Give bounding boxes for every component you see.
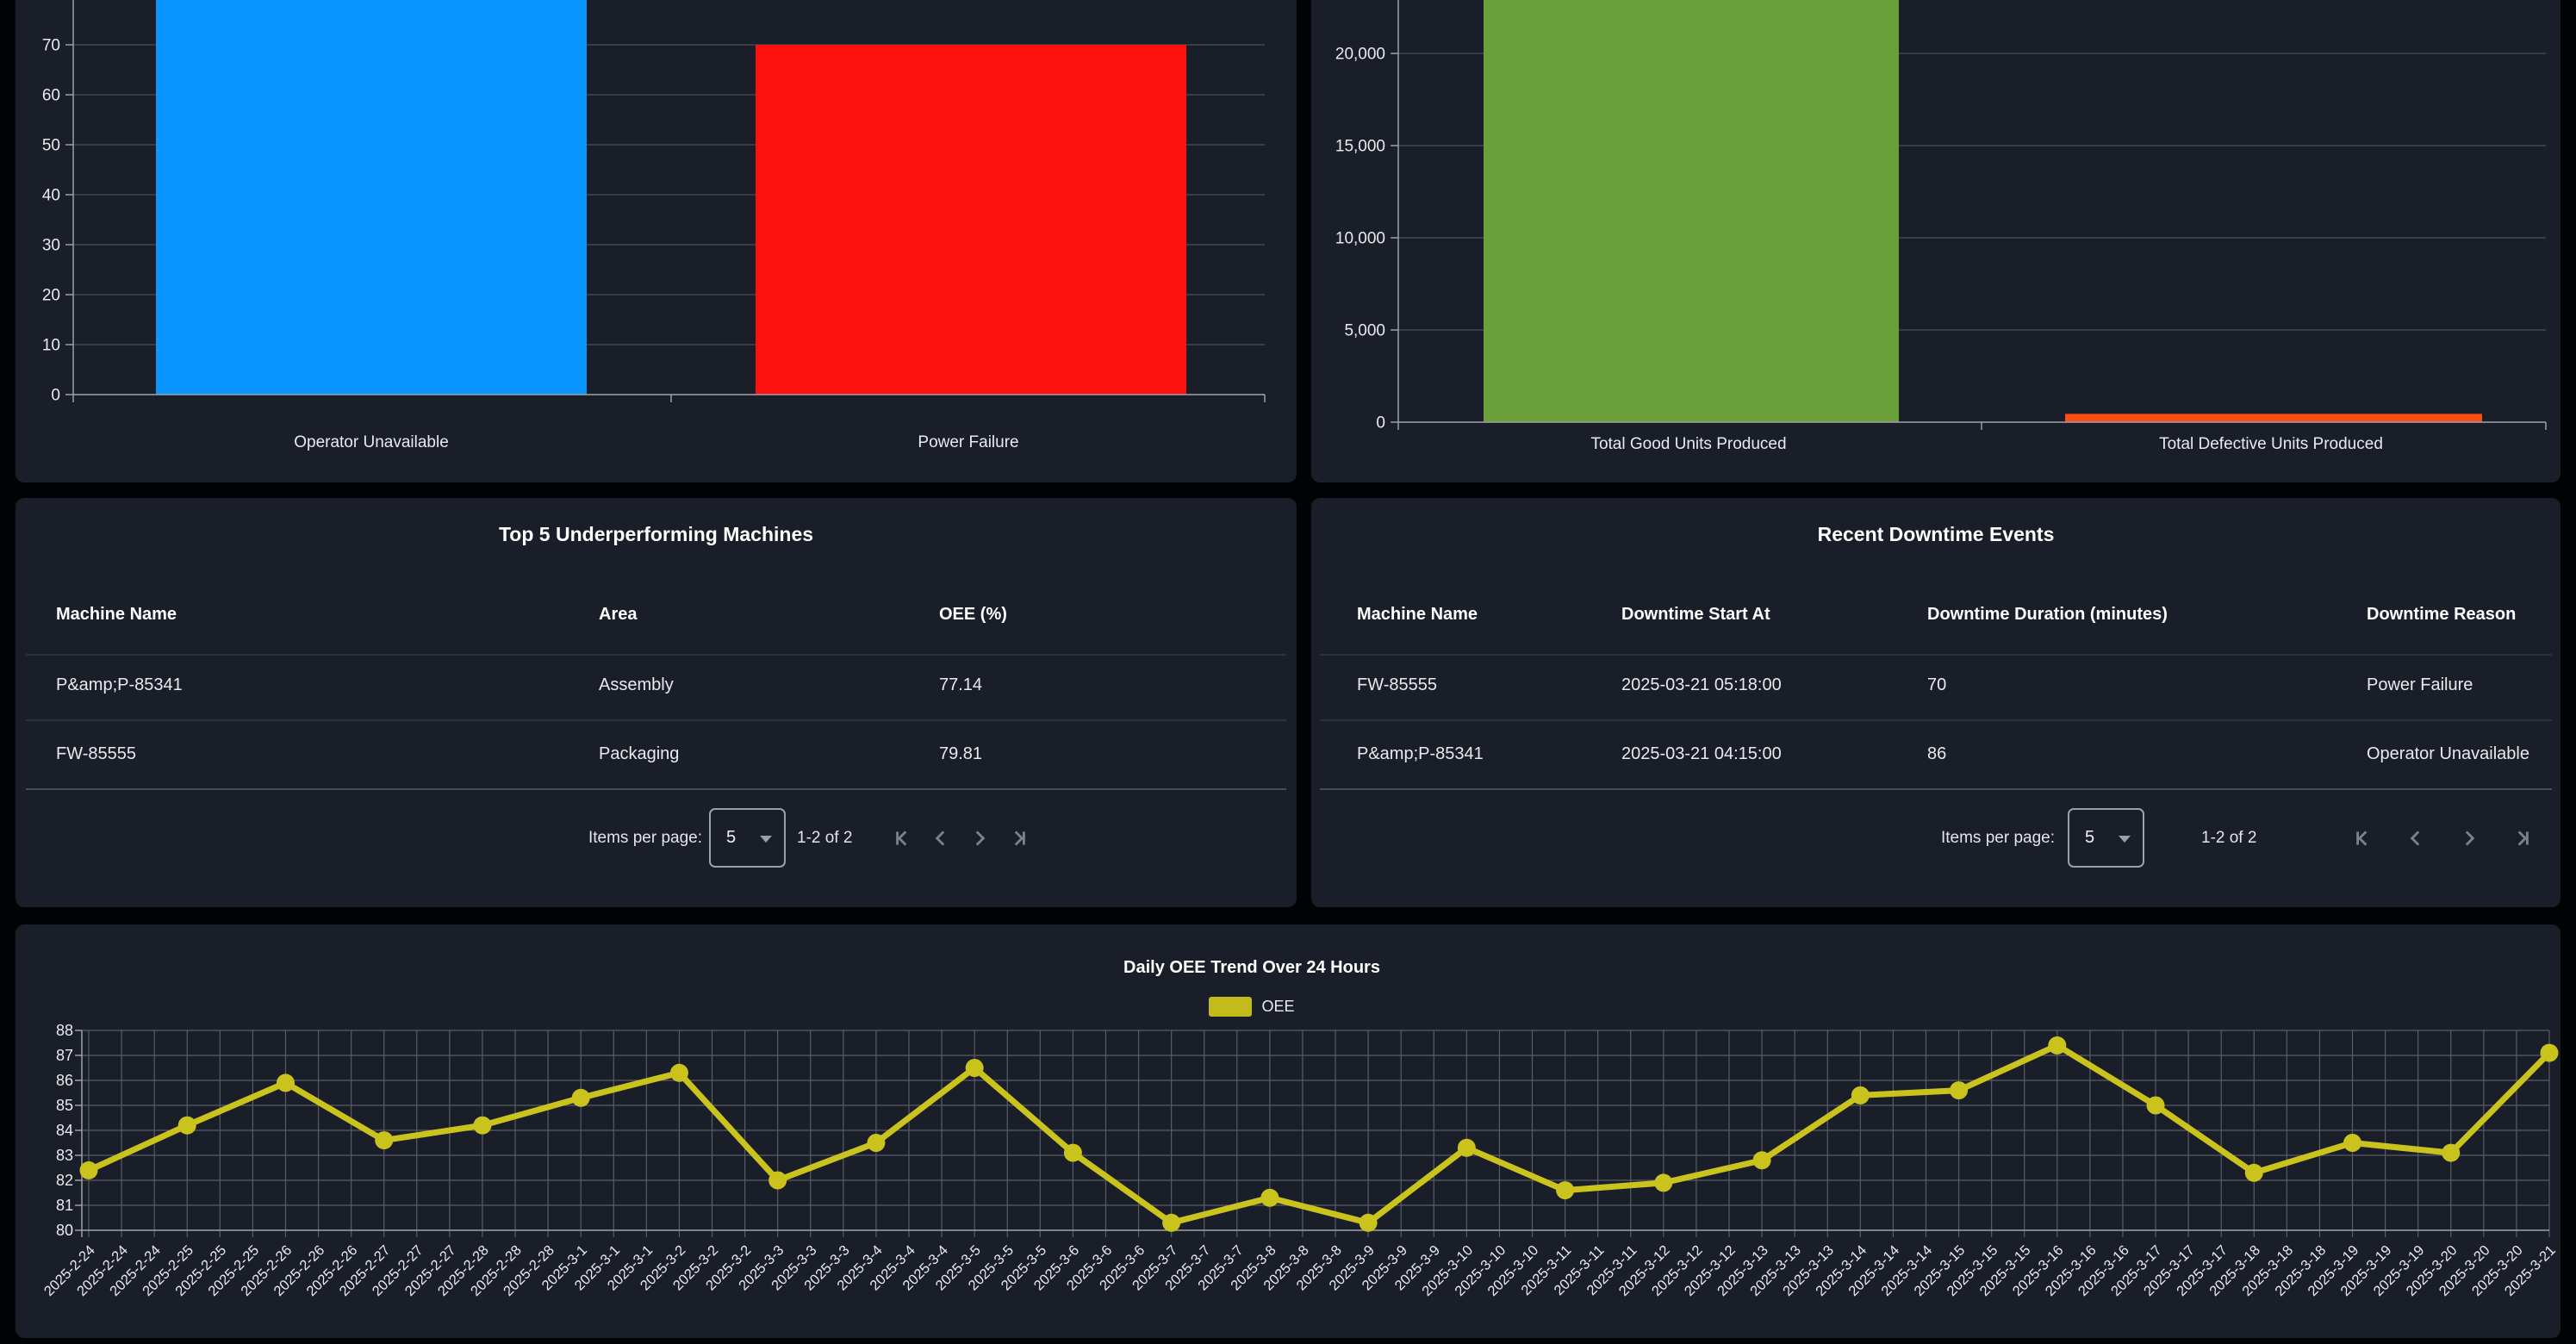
daily-oee-trend-line-chart: 2025-2-242025-2-242025-2-242025-2-252025…	[41, 1022, 2559, 1299]
svg-text:10: 10	[42, 337, 60, 355]
chevron-down-icon	[760, 835, 772, 843]
paginator-range-label: 1-2 of 2	[2201, 829, 2257, 847]
table-cell: P&amp;P-85341	[1357, 744, 1484, 763]
svg-text:20,000: 20,000	[1335, 46, 1385, 64]
table-cell: 70	[1927, 675, 1947, 694]
previous-page-icon[interactable]	[2405, 827, 2427, 849]
row-divider	[26, 654, 1286, 656]
svg-text:Total Defective Units Produced: Total Defective Units Produced	[2159, 435, 2383, 453]
first-page-icon[interactable]	[2351, 827, 2374, 849]
chevron-down-icon	[2119, 835, 2131, 843]
column-header-area: Area	[599, 605, 638, 624]
svg-text:40: 40	[42, 187, 60, 205]
items-per-page-label: Items per page:	[588, 829, 702, 847]
table-cell: 86	[1927, 744, 1947, 763]
table-bottom-divider	[1320, 788, 2552, 790]
svg-text:Power Failure: Power Failure	[918, 433, 1018, 451]
svg-text:15,000: 15,000	[1335, 138, 1385, 156]
column-header-downtime-start: Downtime Start At	[1621, 605, 1770, 624]
page-size-select[interactable]: 5	[2068, 808, 2144, 868]
table-title: Top 5 Underperforming Machines	[498, 523, 814, 545]
next-page-icon[interactable]	[2458, 827, 2480, 849]
column-header-machine-name: Machine Name	[1357, 605, 1478, 624]
svg-text:Total Good Units Produced: Total Good Units Produced	[1590, 435, 1786, 453]
last-page-icon[interactable]	[2511, 827, 2534, 849]
svg-text:0: 0	[1376, 414, 1385, 432]
svg-text:50: 50	[42, 137, 60, 155]
table-cell: 2025-03-21 04:15:00	[1621, 744, 1782, 763]
svg-text:81: 81	[56, 1197, 73, 1214]
column-header-machine-name: Machine Name	[56, 605, 177, 624]
units-produced-bar-chart: 0 5,000 10,000 15,000 20,000 Total Good Units…	[1335, 0, 2547, 453]
table-cell: 2025-03-21 05:18:00	[1621, 675, 1782, 694]
row-divider	[1320, 654, 2552, 656]
svg-text:82: 82	[56, 1172, 73, 1189]
svg-text:5,000: 5,000	[1344, 322, 1385, 340]
column-header-downtime-reason: Downtime Reason	[2367, 605, 2517, 624]
svg-text:87: 87	[56, 1047, 73, 1064]
table-cell: Packaging	[599, 744, 680, 763]
next-page-icon[interactable]	[968, 827, 991, 849]
svg-text:Operator Unavailable: Operator Unavailable	[294, 433, 449, 451]
items-per-page-label: Items per page:	[1940, 829, 2055, 847]
svg-text:83: 83	[56, 1147, 73, 1164]
table-cell: P&amp;P-85341	[56, 675, 183, 694]
table-cell: FW-85555	[1357, 675, 1438, 694]
row-divider	[26, 719, 1286, 721]
oee-legend-swatch	[1209, 997, 1253, 1017]
card-top5-underperforming-machines: Top 5 Underperforming Machines Machine N…	[16, 498, 1297, 907]
oee-legend-label: OEE	[1261, 998, 1295, 1015]
svg-text:80: 80	[56, 1222, 73, 1239]
svg-text:70: 70	[42, 37, 60, 55]
svg-text:60: 60	[42, 87, 60, 105]
svg-text:85: 85	[56, 1097, 73, 1114]
page-size-value: 5	[726, 828, 737, 847]
table-cell: 79.81	[939, 744, 983, 763]
svg-text:30: 30	[42, 237, 60, 255]
page-size-select[interactable]: 5	[709, 808, 786, 868]
paginator-range-label: 1-2 of 2	[797, 829, 853, 847]
card-recent-downtime-events: Recent Downtime Events Machine Name Down…	[1311, 498, 2560, 907]
chart-legend: OEE	[16, 997, 2488, 1017]
line-chart-title: Daily OEE Trend Over 24 Hours	[1123, 958, 1380, 977]
table-cell: Power Failure	[2367, 675, 2473, 694]
first-page-icon[interactable]	[891, 827, 913, 849]
row-divider	[1320, 719, 2552, 721]
svg-text:20: 20	[42, 287, 60, 305]
table-title: Recent Downtime Events	[1817, 523, 2055, 545]
column-header-oee: OEE (%)	[939, 605, 1007, 624]
svg-text:84: 84	[56, 1122, 73, 1139]
last-page-icon[interactable]	[1008, 827, 1030, 849]
previous-page-icon[interactable]	[930, 827, 952, 849]
table-cell: 77.14	[939, 675, 983, 694]
downtime-by-reason-bar-chart: 0 10 20 30 40 50 60 70 Operator Unavailable Power…	[42, 0, 1266, 451]
table-cell: FW-85555	[56, 744, 137, 763]
table-bottom-divider	[26, 788, 1286, 790]
svg-text:0: 0	[51, 387, 60, 405]
table-cell: Operator Unavailable	[2367, 744, 2529, 763]
svg-text:10,000: 10,000	[1335, 230, 1385, 248]
svg-text:86: 86	[56, 1072, 73, 1089]
table-cell: Assembly	[599, 675, 674, 694]
column-header-downtime-duration: Downtime Duration (minutes)	[1927, 605, 2168, 624]
svg-text:88: 88	[56, 1022, 73, 1039]
page-size-value: 5	[2085, 828, 2095, 847]
